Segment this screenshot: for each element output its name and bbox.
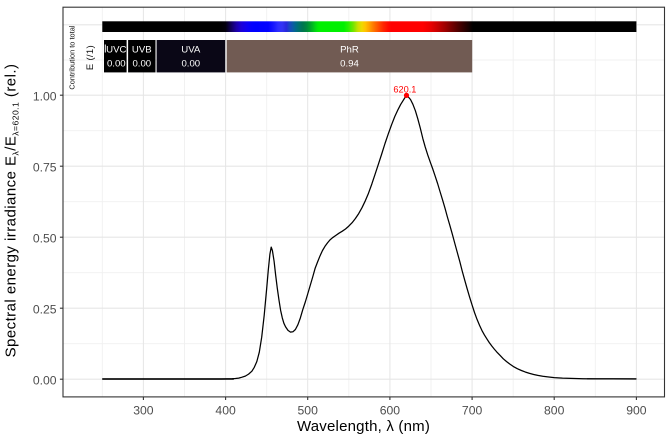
svg-text:Spectral energy irradiance Eλ/: Spectral energy irradiance Eλ/Eλ=620.1 (…	[3, 64, 21, 358]
svg-text:UVA: UVA	[181, 44, 201, 55]
svg-text:UVB: UVB	[132, 44, 152, 55]
svg-text:400: 400	[215, 404, 236, 418]
svg-text:620.1: 620.1	[393, 84, 416, 94]
svg-text:800: 800	[544, 404, 565, 418]
svg-text:0.94: 0.94	[340, 59, 359, 70]
svg-text:0.00: 0.00	[33, 374, 57, 388]
svg-text:0.50: 0.50	[33, 232, 57, 246]
svg-text:0.00: 0.00	[132, 59, 151, 70]
svg-text:900: 900	[626, 404, 647, 418]
svg-text:0.25: 0.25	[33, 303, 57, 317]
svg-text:600: 600	[380, 404, 401, 418]
svg-text:500: 500	[298, 404, 319, 418]
svg-text:Wavelength, λ (nm): Wavelength, λ (nm)	[297, 418, 430, 435]
svg-text:0.00: 0.00	[107, 59, 126, 70]
svg-text:UVC: UVC	[106, 44, 126, 55]
svg-text:0.00: 0.00	[181, 59, 200, 70]
svg-text:PhR: PhR	[340, 44, 359, 55]
svg-text:700: 700	[462, 404, 483, 418]
svg-text:Contribution to total: Contribution to total	[68, 25, 77, 89]
svg-text:1.00: 1.00	[33, 90, 57, 104]
svg-text:300: 300	[133, 404, 154, 418]
svg-text:E (/1): E (/1)	[85, 45, 96, 70]
svg-text:0.75: 0.75	[33, 161, 57, 175]
